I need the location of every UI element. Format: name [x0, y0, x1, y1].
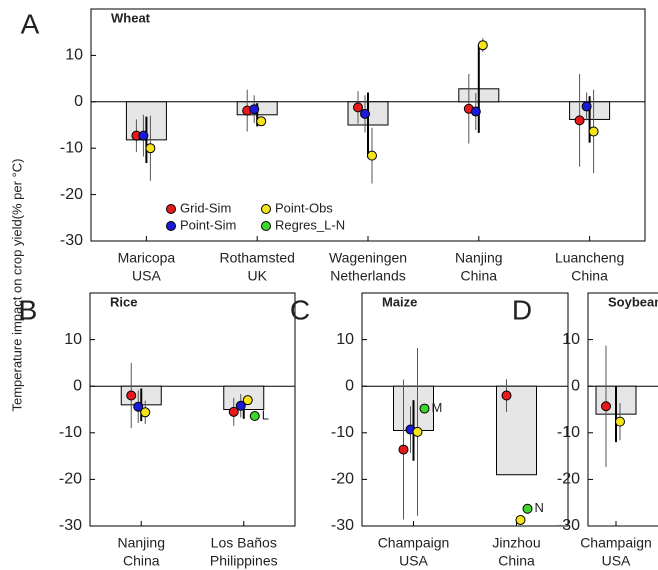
y-tick-label: 0 — [74, 93, 83, 110]
panel-title: Wheat — [111, 10, 151, 25]
legend-label: Point-Sim — [180, 217, 236, 232]
y-tick-label: -10 — [331, 424, 354, 441]
y-tick-label: 10 — [562, 331, 580, 348]
point — [412, 426, 423, 437]
panel-title: Soybean — [608, 294, 658, 309]
point — [353, 102, 363, 113]
point — [228, 406, 239, 417]
point — [522, 503, 533, 514]
legend-label: Regres_L-N — [275, 217, 345, 232]
x-tick-label: Nanjing — [455, 250, 502, 266]
panel: B Rice -30 -20 -10 0 10 Nanjing China Los Baños Ph… — [19, 292, 296, 569]
x-tick-label: UK — [247, 268, 267, 284]
point — [360, 108, 370, 119]
y-tick-label: 0 — [345, 377, 354, 394]
point — [574, 115, 585, 126]
y-tick-label: -30 — [59, 517, 82, 534]
point — [398, 444, 409, 455]
point — [515, 514, 526, 525]
y-tick-label: -20 — [60, 186, 83, 203]
y-tick-label: -10 — [60, 139, 83, 156]
y-axis-label: Temperature impact on crop yield(% per °… — [9, 158, 24, 411]
point — [249, 104, 260, 115]
x-tick-label: China — [498, 553, 535, 569]
point — [588, 126, 599, 137]
x-tick-label: Philippines — [210, 553, 278, 569]
panel: A Wheat -30 -20 -10 0 10 Maricopa USA Rothamsted U… — [21, 8, 646, 284]
axes-box — [90, 8, 646, 242]
x-tick-label: USA — [602, 553, 631, 569]
point — [470, 106, 481, 117]
y-tick-label: -10 — [557, 424, 580, 441]
panel: D Soybean -30 -20 -10 0 10 Champaign USA — [512, 292, 658, 569]
panel-title: Rice — [110, 294, 137, 309]
legend-label: Point-Obs — [275, 200, 333, 215]
y-tick-label: -20 — [557, 471, 580, 488]
point — [126, 390, 137, 401]
point — [367, 150, 377, 161]
x-tick-label: Nanjing — [118, 535, 165, 551]
point — [581, 101, 592, 112]
y-tick-label: 10 — [65, 47, 83, 64]
panel-letter: D — [512, 294, 532, 325]
y-tick-label: 10 — [336, 331, 354, 348]
point — [477, 40, 488, 51]
x-tick-label: China — [461, 268, 498, 284]
point — [249, 411, 260, 422]
point-label: N — [535, 500, 544, 515]
point — [242, 395, 253, 406]
point — [601, 401, 611, 412]
panel-letter: C — [290, 294, 310, 325]
x-tick-label: China — [123, 553, 160, 569]
panel-title: Maize — [382, 294, 417, 309]
y-tick-label: -20 — [59, 471, 82, 488]
y-tick-label: -30 — [557, 517, 580, 534]
x-tick-label: USA — [132, 268, 161, 284]
legend-marker — [261, 204, 271, 214]
point — [501, 390, 512, 401]
bar — [496, 385, 537, 476]
point — [145, 143, 156, 154]
y-tick-label: -30 — [331, 517, 354, 534]
axes-box — [89, 292, 296, 527]
y-tick-label: -20 — [331, 471, 354, 488]
y-tick-label: 0 — [73, 377, 82, 394]
point — [615, 416, 625, 427]
legend-marker — [166, 204, 176, 214]
panel-letter: B — [19, 294, 38, 325]
panel: C Maize -30 -20 -10 0 10 Champaign USA M Jinzhou Ch… — [290, 292, 569, 569]
point — [235, 400, 246, 411]
x-tick-label: Jinzhou — [492, 535, 540, 551]
y-tick-label: 10 — [64, 331, 82, 348]
x-tick-label: China — [571, 268, 608, 284]
point — [133, 401, 144, 412]
x-tick-label: Maricopa — [118, 250, 176, 266]
x-tick-label: Los Baños — [211, 535, 277, 551]
x-tick-label: Netherlands — [330, 268, 406, 284]
y-tick-label: -30 — [60, 232, 83, 249]
x-tick-label: USA — [399, 553, 428, 569]
legend-label: Grid-Sim — [180, 200, 231, 215]
x-tick-label: Rothamsted — [219, 250, 294, 266]
panel-letter: A — [21, 8, 40, 39]
axes-box — [587, 292, 658, 527]
x-tick-label: Wageningen — [329, 250, 407, 266]
point — [138, 130, 149, 141]
point-label: M — [432, 400, 443, 415]
x-tick-label: Champaign — [580, 535, 652, 551]
y-tick-label: -10 — [59, 424, 82, 441]
point — [140, 407, 151, 418]
y-tick-label: 0 — [571, 377, 580, 394]
legend-marker — [166, 221, 176, 231]
point-label: L — [262, 407, 269, 422]
legend-marker — [261, 221, 271, 231]
point — [256, 116, 267, 127]
axes-box — [361, 292, 569, 527]
x-tick-label: Luancheng — [555, 250, 624, 266]
point — [419, 403, 430, 414]
x-tick-label: Champaign — [378, 535, 450, 551]
